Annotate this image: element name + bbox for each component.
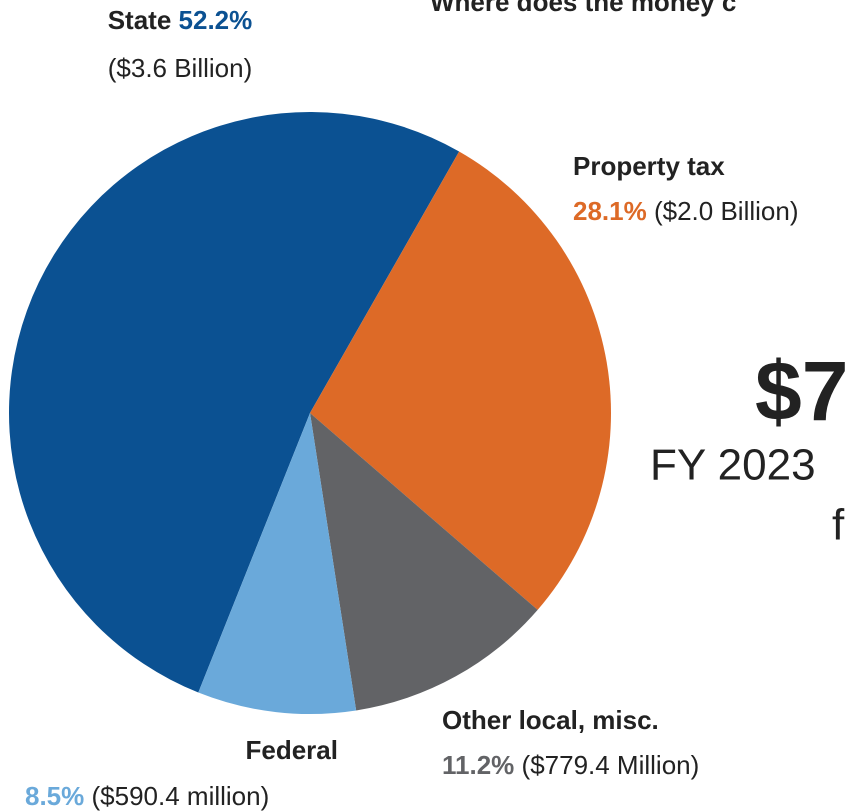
category-name: Other local, misc. [442,705,659,735]
amount: ($590.4 million) [92,781,270,811]
slice-label: Other local, misc. [442,705,659,735]
category-name: Property tax [573,151,725,181]
percent: 28.1% [573,196,647,226]
amount: ($2.0 Billion) [654,196,799,226]
pie-slice [310,413,538,711]
total: $7 [755,344,848,438]
pie-slice [310,151,611,610]
chart-title: Where does the money c [430,0,736,17]
percent: 52.2% [179,5,253,35]
slice-label: Property tax [573,151,725,181]
slice-label: State 52.2% [108,5,253,35]
category-name: Federal [246,735,339,765]
pie-slice [198,413,357,714]
category-name: State [108,5,172,35]
percent: 11.2% [442,750,514,780]
slice-label: 11.2% ($779.4 Million) [442,750,699,780]
slice-label: 8.5% ($590.4 million) [25,781,269,811]
percent: 8.5% [25,781,84,811]
slice-label: 28.1% ($2.0 Billion) [573,196,798,226]
amount: ($779.4 Million) [522,750,700,780]
subtitle: f [832,501,845,550]
amount: ($3.6 Billion) [108,53,253,83]
pie-slice [8,111,460,693]
slice-label: Federal [246,735,339,765]
subtitle: FY 2023 [650,441,816,490]
pie [8,111,611,714]
